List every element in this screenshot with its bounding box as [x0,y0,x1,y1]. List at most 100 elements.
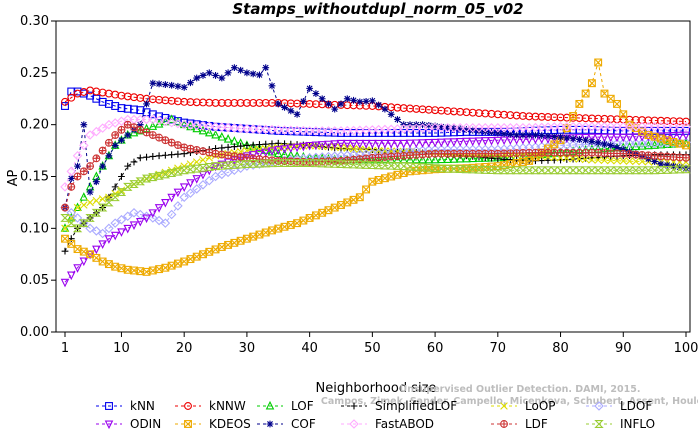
data-point [154,204,164,213]
data-point [129,180,139,189]
data-point [469,126,477,134]
data-point [493,136,503,146]
data-point [588,156,596,164]
data-point [104,223,114,234]
legend-item-fastabod: FastABOD [341,417,434,431]
data-point [669,131,678,141]
data-point [329,159,340,168]
data-point [356,98,364,106]
data-point [569,112,578,120]
data-point [91,208,102,217]
data-point [173,167,183,176]
data-point [80,201,88,209]
data-point [110,218,120,228]
data-point [374,154,383,164]
data-point [249,70,257,78]
data-point [173,118,183,129]
series-knnw [61,86,690,126]
data-point [98,195,107,203]
data-point [217,131,227,141]
x-tick-label: 70 [490,341,507,356]
data-point [500,130,508,138]
data-point [393,139,402,149]
data-point [122,211,133,222]
data-point [204,175,215,186]
data-point [281,103,288,111]
x-tick-label: 20 [176,341,193,356]
data-point [430,164,440,173]
data-point [136,154,144,162]
data-point [230,64,238,72]
data-point [674,165,685,174]
data-point [662,132,672,141]
data-point [467,165,478,174]
watermark-line-2: Campos, Zimek, Sander, Campello, Micenko… [321,396,698,407]
data-point [442,122,453,133]
data-point [242,124,252,134]
data-point [350,96,357,104]
legend-item-inflo: INFLO [586,417,655,431]
legend-marker [349,419,359,429]
data-point [124,131,132,139]
data-point [191,164,202,173]
data-point [85,214,95,222]
data-point [210,162,221,171]
data-point [61,247,69,255]
data-point [141,114,152,125]
data-point [455,165,465,173]
data-point [142,214,151,224]
data-point [601,140,608,148]
data-point [67,175,75,182]
y-tick-label: 0.15 [20,170,49,185]
data-point [317,141,327,150]
data-point [105,152,113,160]
data-point [505,122,516,133]
data-point [588,138,596,145]
data-point [72,150,83,161]
data-point [86,162,95,171]
data-point [130,158,138,166]
data-point [317,126,327,136]
data-point [362,97,370,105]
data-point [66,208,77,218]
data-point [191,120,202,131]
data-point [299,97,307,105]
data-point [79,219,89,228]
data-point [262,64,270,72]
data-point [431,122,439,130]
data-point [675,131,685,141]
x-tick-label: 40 [301,341,318,356]
legend-item-loop: LoOP [491,399,556,413]
data-point [374,176,383,184]
data-point [530,166,541,175]
data-point [116,188,127,196]
data-point [167,193,176,203]
data-point [480,165,491,174]
data-point [631,133,641,142]
data-point [569,135,577,143]
data-point [467,122,478,133]
data-point [230,152,239,161]
chart-title: Stamps_withoutdupl_norm_05_v02 [232,0,523,18]
data-point [161,168,170,177]
x-tick-label: 50 [364,341,381,356]
data-point [612,121,622,132]
data-point [324,140,333,150]
data-point [260,124,271,135]
data-point [563,134,571,142]
data-point [97,228,108,239]
data-point [631,166,641,175]
data-point [60,214,70,222]
data-point [430,122,440,133]
data-point [437,123,445,131]
data-point [160,218,171,228]
series-inflo [60,159,691,233]
y-tick-label: 0.10 [20,221,49,236]
data-point [568,166,578,175]
x-tick-label: 60 [427,341,444,356]
data-point [174,150,182,158]
data-point [656,121,666,132]
data-point [235,123,246,134]
data-point [394,116,401,123]
